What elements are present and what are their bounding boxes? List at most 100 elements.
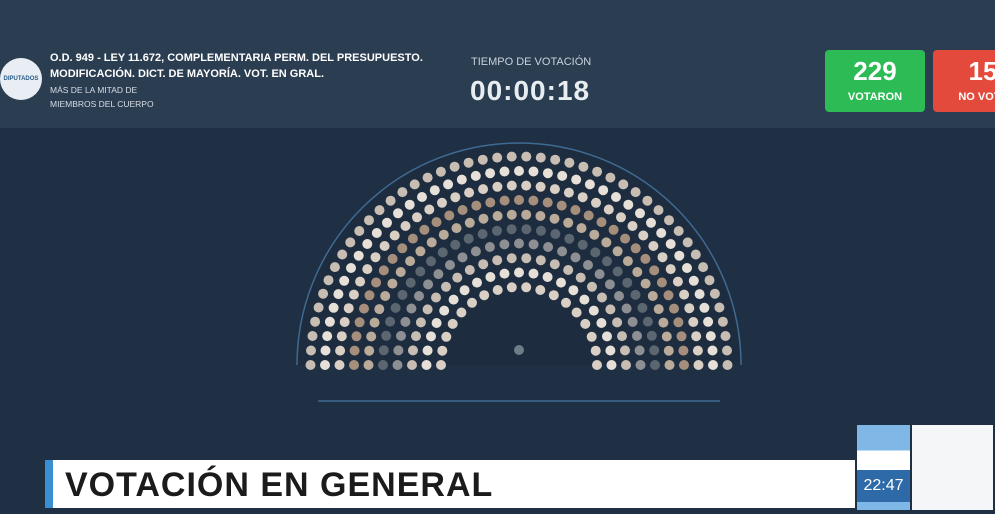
seat xyxy=(630,243,641,254)
seat xyxy=(305,360,316,370)
seat xyxy=(575,272,586,283)
seat xyxy=(378,265,389,276)
seat xyxy=(400,221,411,231)
seat xyxy=(692,345,703,356)
seat xyxy=(371,228,382,238)
seat xyxy=(579,294,590,305)
seat xyxy=(664,360,675,370)
seat xyxy=(400,316,411,327)
seat xyxy=(472,277,482,288)
seat xyxy=(571,307,582,318)
seat xyxy=(623,199,634,210)
seat xyxy=(404,199,415,210)
seat xyxy=(556,200,567,211)
subtitle-line: MÁS DE LA MITAD DE xyxy=(50,85,138,95)
seat xyxy=(684,303,695,314)
seat xyxy=(682,237,693,248)
seat xyxy=(673,317,684,328)
seat xyxy=(576,223,587,234)
subtitle-line: MIEMBROS DEL CUERPO xyxy=(50,99,154,109)
seat xyxy=(682,263,692,273)
title-line: MODIFICACIÓN. DICT. DE MAYORÍA. VOT. EN … xyxy=(50,68,324,80)
seat xyxy=(441,281,451,292)
seat xyxy=(708,360,718,370)
seat xyxy=(387,278,398,289)
seat xyxy=(583,210,594,221)
seat xyxy=(464,187,475,198)
seat xyxy=(602,331,612,342)
seat xyxy=(589,229,600,240)
seat xyxy=(542,168,553,179)
seat xyxy=(528,239,539,250)
seat xyxy=(426,256,436,267)
seat xyxy=(318,288,329,299)
seat xyxy=(514,267,524,278)
seat xyxy=(310,316,321,327)
seat xyxy=(439,305,450,316)
seat xyxy=(362,264,373,275)
seat xyxy=(379,241,390,251)
seat xyxy=(407,233,418,244)
seat xyxy=(550,154,561,165)
seat xyxy=(627,316,638,327)
seat xyxy=(563,265,574,275)
seat xyxy=(707,345,718,356)
seat xyxy=(542,197,553,208)
seat xyxy=(557,246,568,257)
seat xyxy=(459,285,470,296)
seat xyxy=(405,277,416,288)
seat xyxy=(564,233,575,244)
seat xyxy=(385,316,396,327)
seat xyxy=(387,253,398,264)
seat xyxy=(353,250,364,261)
seat xyxy=(485,272,496,282)
seat xyxy=(436,360,446,370)
seat xyxy=(422,345,433,356)
seat xyxy=(577,192,588,203)
seat xyxy=(389,230,400,241)
seat xyxy=(699,302,710,313)
seat xyxy=(445,260,455,270)
seat xyxy=(632,267,643,277)
seat xyxy=(673,226,684,236)
banner: VOTACIÓN EN GENERAL xyxy=(45,460,855,508)
seat xyxy=(441,331,452,342)
seat xyxy=(543,242,554,252)
seat xyxy=(456,307,467,318)
seat xyxy=(506,180,517,191)
seat xyxy=(429,185,440,196)
seat xyxy=(650,360,660,370)
seat xyxy=(343,303,354,314)
seat xyxy=(419,224,430,235)
seat xyxy=(484,242,495,252)
seat xyxy=(499,166,510,177)
seat xyxy=(602,256,612,267)
seat xyxy=(705,331,716,342)
logo: DIPUTADOS xyxy=(0,58,42,100)
seat xyxy=(528,166,539,177)
seat xyxy=(694,289,705,300)
seat xyxy=(450,192,461,203)
seat xyxy=(336,331,347,342)
seat xyxy=(704,275,715,286)
seat xyxy=(346,263,356,273)
seat xyxy=(612,266,623,277)
seat xyxy=(397,243,408,254)
seat xyxy=(612,246,623,257)
seat xyxy=(635,208,645,219)
seat xyxy=(640,278,651,289)
seat xyxy=(653,304,664,315)
seat xyxy=(457,205,468,215)
seat xyxy=(596,318,607,328)
clock: 22:47 xyxy=(857,470,910,502)
seat xyxy=(433,269,444,280)
seat xyxy=(415,246,426,257)
title-line: O.D. 949 - LEY 11.672, COMPLEMENTARIA PE… xyxy=(50,52,423,64)
seat xyxy=(397,187,408,198)
seat xyxy=(431,318,442,328)
seat xyxy=(592,166,603,177)
seat xyxy=(657,252,668,263)
seat xyxy=(656,228,667,238)
seat xyxy=(679,360,689,370)
